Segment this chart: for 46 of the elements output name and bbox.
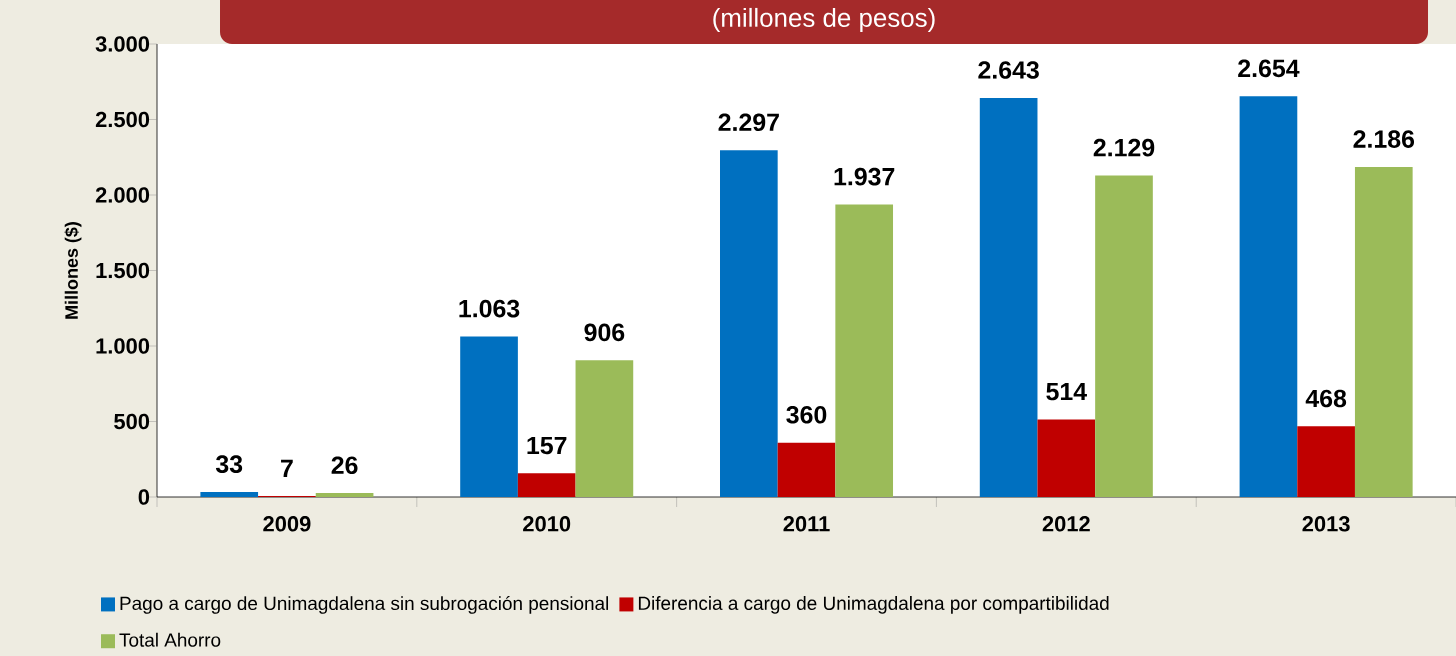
data-label: 906 bbox=[584, 323, 625, 342]
bar bbox=[1239, 96, 1298, 497]
bar bbox=[460, 336, 518, 497]
x-tick-label: 2011 bbox=[783, 516, 830, 532]
bar bbox=[575, 360, 634, 497]
bar bbox=[720, 150, 778, 497]
legend-label: Pago a cargo de Unimagdalena sin subrogación pensional bbox=[120, 595, 609, 614]
data-label: 2.129 bbox=[1093, 138, 1155, 157]
data-label: 1.063 bbox=[459, 299, 520, 318]
data-label: 157 bbox=[527, 436, 567, 455]
bar bbox=[979, 97, 1038, 497]
x-tick-label: 2010 bbox=[523, 516, 571, 532]
data-label: 2.186 bbox=[1353, 130, 1415, 148]
x-tick-label: 2013 bbox=[1302, 516, 1350, 532]
data-label: 1.937 bbox=[834, 167, 895, 186]
x-tick-label: 2009 bbox=[263, 516, 311, 532]
data-label: 2.297 bbox=[718, 113, 779, 132]
y-tick-label: 0 bbox=[138, 489, 150, 505]
chart-title: (millones de pesos) bbox=[713, 7, 935, 33]
y-tick-label: 500 bbox=[114, 413, 150, 430]
bar bbox=[315, 493, 374, 497]
data-label: 33 bbox=[215, 455, 243, 473]
bar bbox=[1095, 175, 1153, 497]
data-label: 2.654 bbox=[1238, 59, 1300, 78]
y-tick-label: 1.500 bbox=[96, 262, 150, 279]
data-label: 26 bbox=[331, 456, 358, 475]
bar bbox=[1297, 426, 1355, 497]
data-label: 360 bbox=[786, 405, 827, 424]
bar bbox=[1037, 419, 1096, 497]
data-label: 514 bbox=[1046, 382, 1087, 401]
bar bbox=[835, 204, 894, 497]
y-tick-label: 1.000 bbox=[96, 338, 150, 354]
data-label: 468 bbox=[1305, 389, 1347, 408]
y-tick-label: 2.500 bbox=[95, 111, 150, 128]
bar bbox=[1354, 166, 1413, 497]
bar bbox=[777, 442, 836, 497]
bar bbox=[517, 473, 576, 497]
legend-label: Total Ahorro bbox=[119, 632, 221, 647]
bar bbox=[200, 492, 259, 497]
y-axis-title: Millones ($) bbox=[64, 222, 82, 319]
data-label: 2.643 bbox=[978, 61, 1039, 79]
x-tick-label: 2012 bbox=[1042, 516, 1090, 532]
data-label: 7 bbox=[281, 459, 293, 477]
legend-label: Diferencia a cargo de Unimagdalena por compartibilidad bbox=[638, 596, 1109, 614]
y-tick-label: 3.000 bbox=[95, 36, 150, 52]
y-tick-label: 2.000 bbox=[95, 187, 150, 203]
